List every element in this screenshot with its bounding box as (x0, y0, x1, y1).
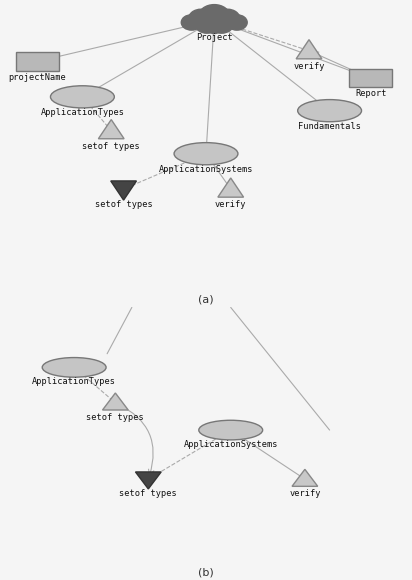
Polygon shape (111, 181, 136, 200)
Ellipse shape (42, 357, 106, 377)
Text: Fundamentals: Fundamentals (298, 122, 361, 130)
Polygon shape (296, 39, 322, 59)
Text: (b): (b) (198, 567, 214, 577)
Text: Report: Report (355, 89, 386, 99)
Circle shape (210, 16, 233, 33)
Polygon shape (103, 393, 128, 410)
Circle shape (199, 5, 230, 28)
Circle shape (205, 20, 223, 34)
Text: setof types: setof types (95, 200, 152, 209)
Circle shape (227, 14, 247, 30)
Text: projectName: projectName (8, 72, 66, 82)
FancyBboxPatch shape (16, 52, 59, 71)
Circle shape (215, 9, 240, 28)
Ellipse shape (199, 420, 263, 440)
Text: (a): (a) (198, 294, 214, 304)
Circle shape (195, 16, 218, 33)
Ellipse shape (174, 143, 238, 165)
Ellipse shape (297, 100, 362, 122)
Circle shape (189, 9, 213, 28)
Text: ApplicationTypes: ApplicationTypes (40, 108, 124, 117)
Text: ApplicationSystems: ApplicationSystems (159, 165, 253, 174)
Text: setof types: setof types (82, 142, 140, 151)
Text: ApplicationSystems: ApplicationSystems (183, 440, 278, 449)
Text: verify: verify (215, 200, 246, 209)
Text: verify: verify (289, 489, 321, 498)
Text: Project: Project (196, 33, 233, 42)
Text: setof types: setof types (119, 489, 177, 498)
Circle shape (181, 14, 202, 30)
Polygon shape (98, 119, 124, 139)
Text: verify: verify (293, 62, 325, 71)
Polygon shape (292, 469, 318, 487)
Ellipse shape (50, 86, 115, 108)
FancyBboxPatch shape (349, 70, 392, 88)
Text: ApplicationTypes: ApplicationTypes (32, 377, 116, 386)
Polygon shape (218, 178, 243, 197)
Text: setof types: setof types (87, 412, 144, 422)
Polygon shape (136, 472, 161, 489)
